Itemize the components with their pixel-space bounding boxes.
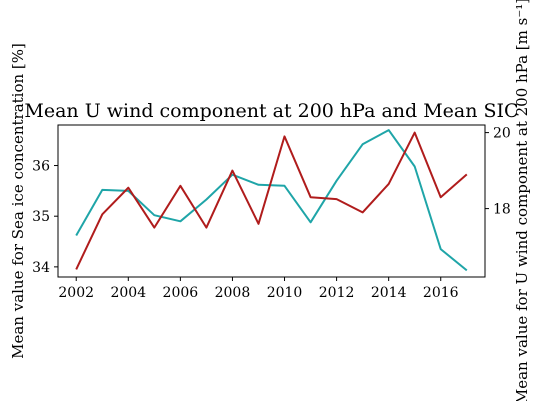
x-tick-label: 2012: [319, 285, 355, 301]
series-layer: [75, 129, 468, 272]
x-tick-label: 2016: [423, 285, 459, 301]
x-tick-label: 2010: [267, 285, 303, 301]
left-y-tick-label: 35: [32, 209, 50, 225]
x-tick-label: 2002: [58, 285, 94, 301]
left-y-tick-label: 36: [32, 159, 50, 175]
left-y-tick-label: 34: [32, 260, 50, 276]
x-tick-label: 2008: [215, 285, 251, 301]
left-y-axis-label: Mean value for Sea ice concentration [%]: [9, 43, 27, 359]
chart-title: Mean U wind component at 200 hPa and Mea…: [24, 100, 518, 122]
plot-area-frame: [57, 124, 486, 278]
x-axis: 2002 2004 2006 2008 2010 2012 2014 2016: [58, 277, 459, 301]
left-y-axis: 34 35 36: [32, 159, 58, 276]
right-y-tick-label: 20: [493, 126, 511, 142]
right-y-tick-label: 18: [493, 202, 511, 218]
x-tick-label: 2006: [163, 285, 199, 301]
x-tick-label: 2004: [110, 285, 146, 301]
right-y-axis-label: Mean value for U wind component at 200 h…: [513, 0, 531, 401]
wind-series-line: [75, 131, 468, 270]
x-tick-label: 2014: [371, 285, 407, 301]
sic-series-line: [75, 129, 468, 272]
